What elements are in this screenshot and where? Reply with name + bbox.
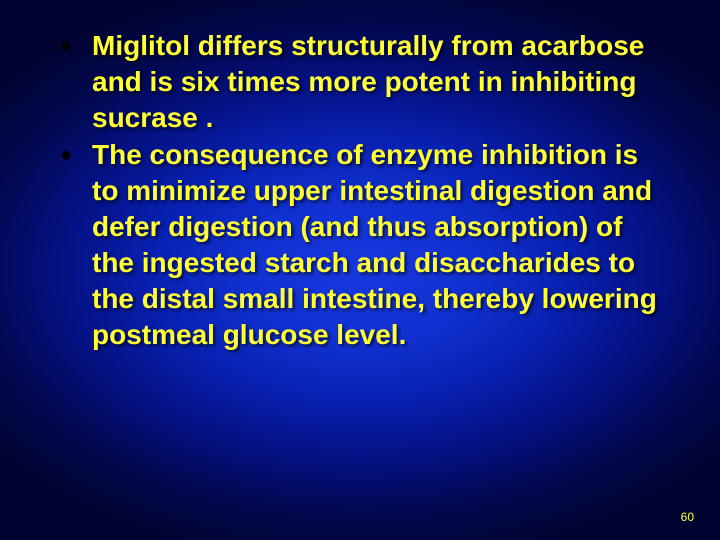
list-item: Miglitol differs structurally from acarb… [54,28,666,135]
bullet-list: Miglitol differs structurally from acarb… [54,28,666,352]
list-item: The consequence of enzyme inhibition is … [54,137,666,352]
slide-content: Miglitol differs structurally from acarb… [54,28,666,354]
bullet-text: Miglitol differs structurally from acarb… [92,30,644,133]
page-number: 60 [681,510,694,524]
bullet-text: The consequence of enzyme inhibition is … [92,139,657,349]
slide: Miglitol differs structurally from acarb… [0,0,720,540]
